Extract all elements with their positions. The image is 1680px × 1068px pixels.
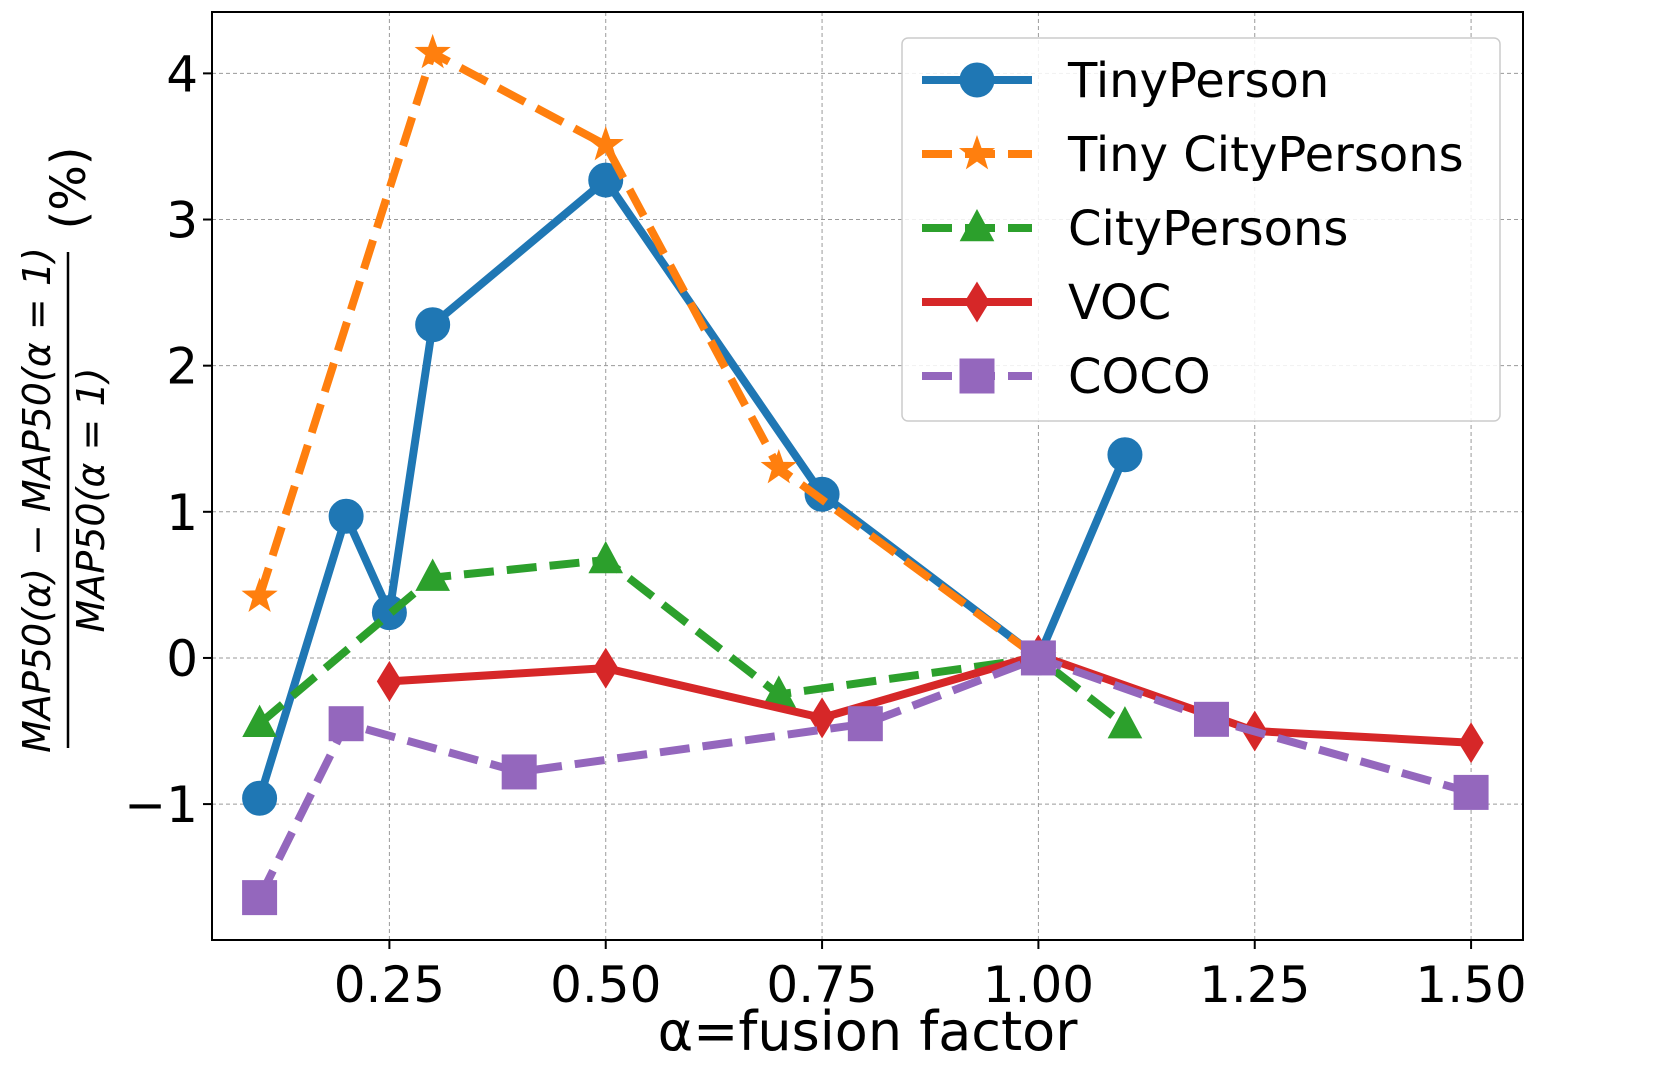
data-point-voc — [1458, 722, 1484, 764]
legend-label-tiny-citypersons: Tiny CityPersons — [1067, 127, 1464, 183]
y-axis-label-unit: (%) — [41, 146, 97, 229]
x-tick-label: 1.25 — [1199, 956, 1310, 1014]
data-point-tinyperson — [1107, 437, 1143, 473]
data-point-tinyperson — [588, 162, 624, 198]
data-point-coco — [847, 706, 883, 742]
legend-label-tinyperson: TinyPerson — [1067, 53, 1329, 109]
data-point-voc — [593, 647, 619, 689]
legend-marker-tiny-citypersons — [958, 134, 996, 170]
legend-item-tinyperson: TinyPerson — [922, 53, 1329, 109]
data-point-coco — [242, 880, 278, 916]
data-point-voc — [376, 660, 402, 702]
series-line-coco — [256, 653, 1473, 900]
legend-label-citypersons: CityPersons — [1068, 201, 1348, 257]
legend-box — [901, 37, 1501, 422]
data-point-citypersons — [415, 558, 450, 591]
tick-layer: 0.25 0.50 0.75 1.00 1.25 1.50 −1 0 1 2 3 4 — [124, 45, 1526, 1014]
series-citypersons — [242, 540, 1143, 739]
legend-label-voc: VOC — [1068, 275, 1171, 331]
series-line-voc — [389, 651, 1472, 747]
legend-label-coco: COCO — [1068, 349, 1211, 405]
x-tick-label: 1.50 — [1415, 956, 1526, 1014]
data-point-tiny-citypersons — [414, 33, 451, 69]
legend-item-voc: VOC — [922, 275, 1171, 331]
data-point-tinyperson — [242, 780, 278, 816]
y-axis-label-denominator: MAP50(α = 1) — [69, 368, 113, 633]
series-line-tinyperson — [255, 176, 1129, 800]
data-point-coco — [1453, 774, 1489, 810]
x-tick-label: 0.25 — [334, 956, 445, 1014]
x-tick-label: 0.50 — [550, 956, 661, 1014]
legend: TinyPerson Tiny CityPersons CityPersons VOC… — [901, 37, 1501, 422]
data-point-coco — [1020, 640, 1056, 676]
data-point-tinyperson — [415, 307, 451, 343]
data-point-citypersons — [1107, 706, 1143, 739]
y-tick-label: −1 — [124, 776, 198, 834]
data-point-tinyperson — [328, 498, 364, 534]
y-tick-label: 0 — [166, 630, 198, 688]
y-tick-label: 1 — [166, 484, 198, 542]
legend-item-coco: COCO — [922, 349, 1211, 405]
legend-marker-citypersons — [959, 208, 995, 242]
data-point-citypersons — [242, 704, 277, 737]
legend-items: TinyPerson Tiny CityPersons CityPersons VOC… — [922, 53, 1464, 405]
series-line-citypersons — [257, 556, 1128, 729]
series-layer — [241, 33, 1489, 916]
data-point-citypersons — [588, 540, 624, 574]
legend-marker-coco — [959, 358, 995, 394]
legend-marker-tinyperson — [959, 62, 995, 98]
y-axis-label-numerator: MAP50(α) − MAP50(α = 1) — [15, 247, 59, 753]
y-tick-label: 4 — [166, 45, 198, 103]
data-point-tinyperson — [804, 476, 840, 512]
y-axis-label: MAP50(α) − MAP50(α = 1) MAP50(α = 1) (%) — [15, 146, 113, 752]
x-tick-label: 1.00 — [983, 956, 1094, 1014]
data-point-coco — [328, 706, 364, 742]
y-tick-label: 2 — [166, 338, 198, 396]
data-point-coco — [1193, 701, 1229, 737]
legend-item-tiny-citypersons: Tiny CityPersons — [922, 127, 1464, 183]
x-tick-label: 0.75 — [766, 956, 877, 1014]
data-point-coco — [501, 754, 537, 790]
y-tick-label: 3 — [166, 192, 198, 250]
legend-item-citypersons: CityPersons — [922, 201, 1348, 257]
x-axis-label: α=fusion factor — [658, 1000, 1079, 1063]
data-point-tiny-citypersons — [241, 577, 278, 612]
data-point-tiny-citypersons — [760, 448, 797, 484]
data-point-tiny-citypersons — [587, 125, 624, 161]
legend-marker-voc — [964, 281, 990, 323]
plot-frame — [211, 11, 1524, 941]
series-coco — [242, 640, 1489, 916]
